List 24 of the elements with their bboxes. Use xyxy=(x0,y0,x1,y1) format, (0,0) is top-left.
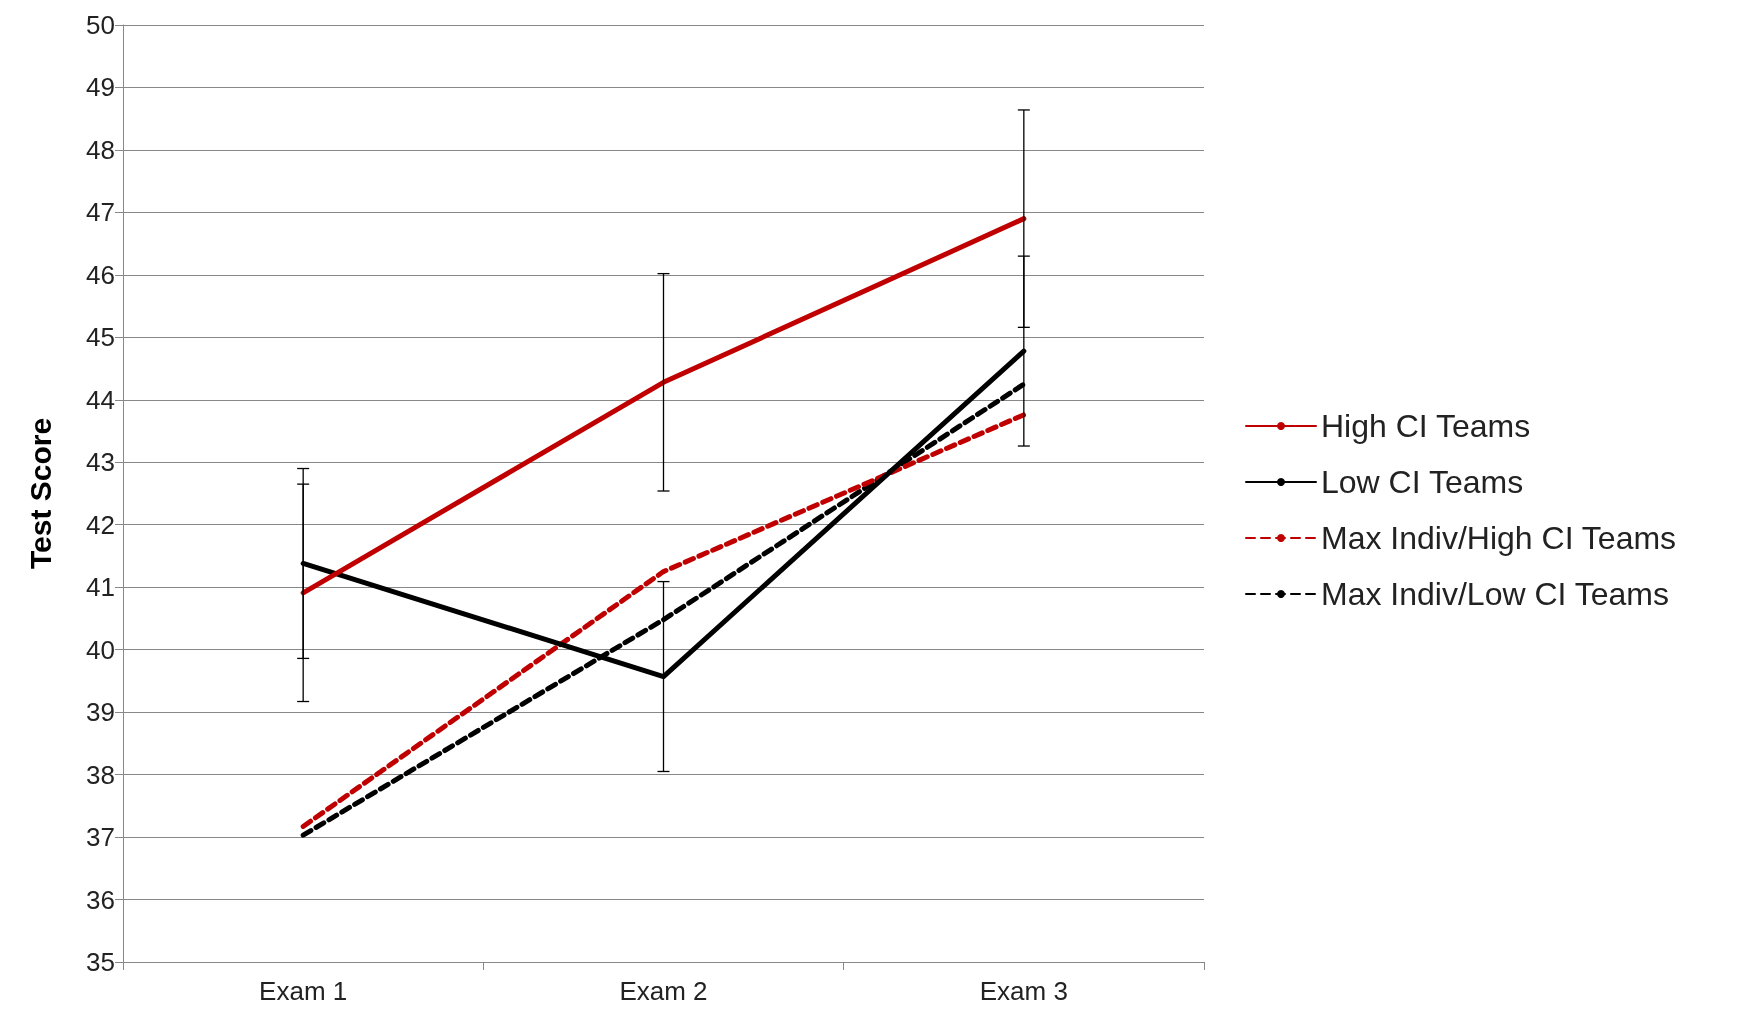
y-axis-title: Test Score xyxy=(23,417,57,570)
y-tick-label: 47 xyxy=(86,197,115,228)
y-tick-label: 41 xyxy=(86,572,115,603)
y-tick-label: 49 xyxy=(86,72,115,103)
y-tick-label: 50 xyxy=(86,10,115,40)
y-tick-label: 45 xyxy=(86,322,115,353)
legend-label: High CI Teams xyxy=(1321,408,1531,444)
y-tick-label: 38 xyxy=(86,759,115,790)
legend-label: Max Indiv/High CI Teams xyxy=(1321,520,1677,556)
x-tick-label: Exam 1 xyxy=(259,976,348,1006)
legend-label: Max Indiv/Low CI Teams xyxy=(1321,576,1669,612)
y-tick-label: 42 xyxy=(86,509,115,540)
y-tick-label: 39 xyxy=(86,697,115,728)
y-tick-label: 44 xyxy=(86,384,115,415)
y-tick-label: 37 xyxy=(86,822,115,853)
x-tick-label: Exam 3 xyxy=(979,976,1068,1006)
y-tick-label: 48 xyxy=(86,134,115,165)
y-tick-label: 40 xyxy=(86,634,115,665)
y-tick-label: 35 xyxy=(86,947,115,977)
legend-label: Low CI Teams xyxy=(1321,464,1524,500)
y-tick-label: 43 xyxy=(86,447,115,478)
x-tick-label: Exam 2 xyxy=(619,976,708,1006)
y-tick-label: 46 xyxy=(86,259,115,290)
y-tick-label: 36 xyxy=(86,884,115,915)
